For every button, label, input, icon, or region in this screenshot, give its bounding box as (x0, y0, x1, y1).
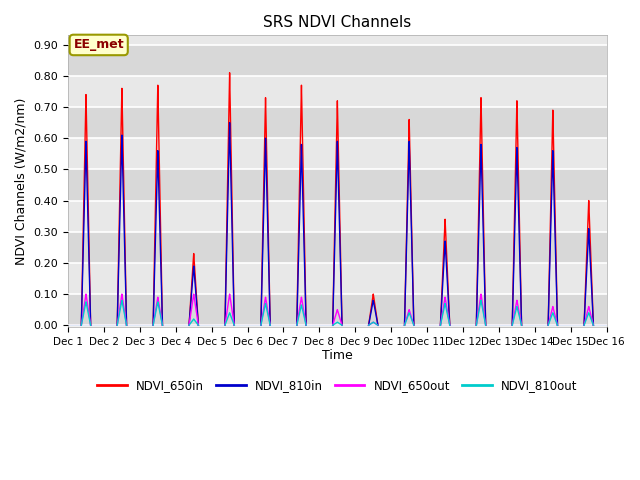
Bar (68, 169, 607, 201)
Bar (68, 107, 607, 138)
Legend: NDVI_650in, NDVI_810in, NDVI_650out, NDVI_810out: NDVI_650in, NDVI_810in, NDVI_650out, NDV… (93, 374, 582, 396)
Y-axis label: NDVI Channels (W/m2/nm): NDVI Channels (W/m2/nm) (15, 97, 28, 265)
Text: EE_met: EE_met (74, 38, 124, 51)
Bar (68, 201, 607, 232)
Bar (68, 138, 607, 169)
Bar (68, 45, 607, 76)
Bar (68, 232, 607, 263)
Bar (68, 36, 607, 45)
Bar (68, 76, 607, 107)
Title: SRS NDVI Channels: SRS NDVI Channels (263, 15, 412, 30)
X-axis label: Time: Time (322, 349, 353, 362)
Bar (68, 294, 607, 325)
Bar (68, 263, 607, 294)
